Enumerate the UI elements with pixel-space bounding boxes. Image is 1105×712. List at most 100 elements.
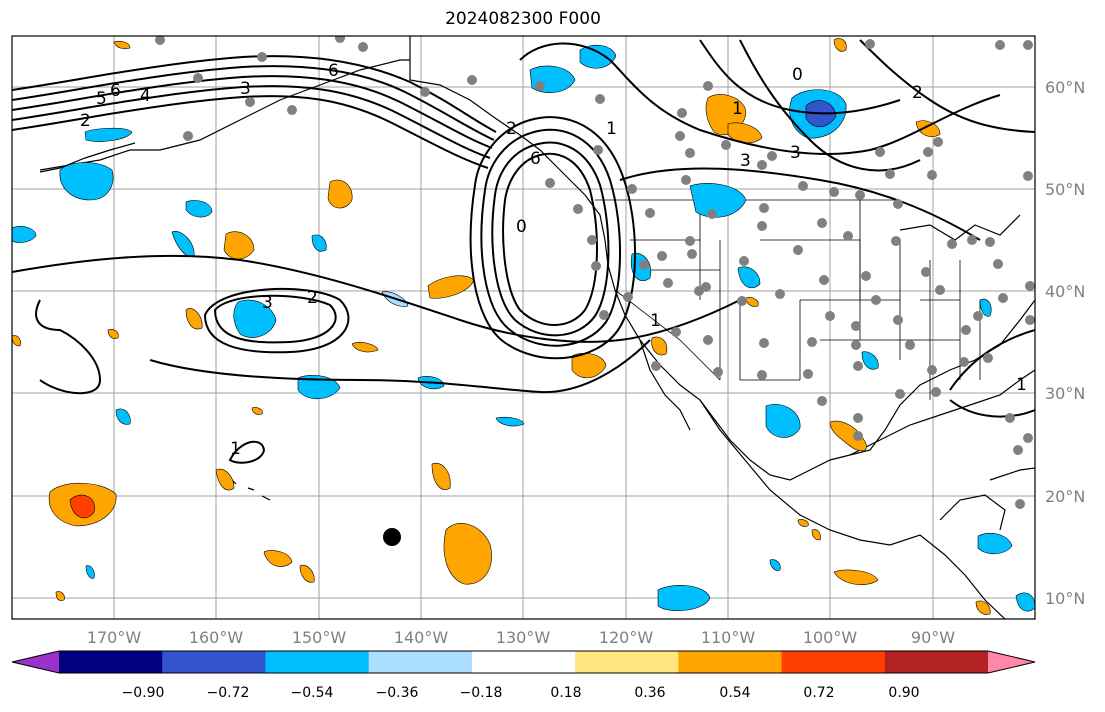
colorbar: −0.90 −0.72 −0.54 −0.36 −0.18 0.18 0.36 … bbox=[11, 650, 1036, 701]
contour-label: 5 bbox=[96, 89, 107, 109]
station-dots bbox=[155, 36, 1035, 509]
anomaly-region bbox=[223, 231, 255, 260]
anomaly-region bbox=[84, 127, 133, 142]
map-title: 2024082300 F000 bbox=[445, 9, 601, 29]
colorbar-swatch bbox=[265, 651, 370, 673]
shaded-anomalies bbox=[12, 38, 1035, 615]
anomaly-region bbox=[651, 336, 668, 356]
colorbar-tick-label: −0.18 bbox=[460, 685, 503, 701]
latitude-label: 60°N bbox=[1045, 78, 1085, 97]
anomaly-region bbox=[351, 342, 379, 353]
longitude-label: 130°W bbox=[496, 628, 551, 647]
colorbar-tick-label: 0.54 bbox=[719, 685, 750, 701]
anomaly-region bbox=[689, 183, 747, 218]
anomaly-region bbox=[657, 585, 711, 611]
anomaly-region bbox=[579, 44, 617, 69]
anomaly-region bbox=[311, 234, 327, 252]
anomaly-region bbox=[829, 420, 867, 452]
latitude-label: 20°N bbox=[1045, 487, 1085, 506]
latitude-axis: 60°N 50°N 40°N 30°N 20°N 10°N bbox=[1045, 78, 1085, 608]
anomaly-region bbox=[811, 529, 821, 541]
contour-label: 3 bbox=[790, 143, 801, 163]
longitude-label: 150°W bbox=[292, 628, 347, 647]
anomaly-region bbox=[115, 408, 131, 425]
colorbar-swatch bbox=[368, 651, 473, 673]
anomaly-region bbox=[431, 462, 451, 490]
anomaly-region bbox=[977, 533, 1013, 555]
colorbar-tick-label: −0.36 bbox=[376, 685, 419, 701]
anomaly-region bbox=[113, 40, 131, 50]
storm-center-marker bbox=[383, 528, 401, 546]
longitude-label: 110°W bbox=[701, 628, 756, 647]
contour-label: 3 bbox=[740, 151, 751, 171]
colorbar-tick-label: −0.90 bbox=[122, 685, 165, 701]
political-borders bbox=[595, 199, 981, 400]
anomaly-region bbox=[765, 404, 801, 438]
anomaly-region bbox=[251, 407, 263, 415]
anomaly-region bbox=[975, 600, 991, 615]
contour-label: 3 bbox=[262, 293, 273, 313]
latitude-label: 40°N bbox=[1045, 282, 1085, 301]
anomaly-region bbox=[443, 523, 492, 585]
anomaly-region bbox=[861, 351, 879, 370]
anomaly-region bbox=[745, 297, 759, 307]
contour-labels: 6 5 4 3 2 6 3 2 1 0 0 1 2 3 6 1 3 2 1 1 bbox=[80, 61, 1027, 459]
colorbar-tick-label: 0.18 bbox=[550, 685, 581, 701]
latitude-label: 50°N bbox=[1045, 180, 1085, 199]
map-frame bbox=[11, 35, 1036, 620]
anomaly-region bbox=[833, 569, 879, 585]
longitude-label: 170°W bbox=[87, 628, 142, 647]
anomaly-region bbox=[55, 591, 65, 601]
contour-label: 6 bbox=[530, 149, 541, 169]
anomaly-region bbox=[85, 565, 95, 579]
contour-label: 2 bbox=[80, 111, 91, 131]
contour-label: 3 bbox=[240, 79, 251, 99]
anomaly-region bbox=[59, 162, 114, 201]
colorbar-tick-label: −0.72 bbox=[207, 685, 250, 701]
contour-lines bbox=[12, 39, 1035, 464]
colorbar-swatch bbox=[12, 651, 59, 673]
contour-label: 2 bbox=[912, 83, 923, 103]
colorbar-swatch bbox=[575, 651, 679, 673]
contour-label: 1 bbox=[606, 119, 617, 139]
longitude-label: 140°W bbox=[394, 628, 449, 647]
colorbar-swatches bbox=[11, 650, 1036, 674]
contour-label: 0 bbox=[792, 65, 803, 85]
colorbar-swatch bbox=[471, 651, 576, 673]
contour-label: 2 bbox=[506, 119, 517, 139]
longitude-axis: 170°W 160°W 150°W 140°W 130°W 120°W 110°… bbox=[87, 628, 955, 647]
anomaly-region bbox=[297, 375, 341, 400]
longitude-label: 90°W bbox=[911, 628, 955, 647]
anomaly-region bbox=[915, 120, 941, 137]
colorbar-swatch bbox=[59, 651, 163, 673]
anomaly-region bbox=[185, 308, 203, 330]
contour-label: 1 bbox=[650, 311, 661, 331]
anomaly-region bbox=[727, 122, 763, 144]
anomaly-region bbox=[327, 179, 353, 209]
colorbar-swatch bbox=[678, 651, 783, 673]
coastlines bbox=[39, 36, 1035, 619]
colorbar-tick-label: −0.54 bbox=[291, 685, 334, 701]
graticule bbox=[12, 36, 1035, 619]
anomaly-region bbox=[69, 494, 95, 519]
anomaly-region bbox=[797, 519, 809, 527]
anomaly-region bbox=[495, 416, 525, 427]
colorbar-swatch bbox=[781, 651, 886, 673]
anomaly-region bbox=[979, 298, 992, 317]
contour-label: 0 bbox=[516, 217, 527, 237]
colorbar-tick-label: 0.90 bbox=[888, 685, 919, 701]
contour-label: 1 bbox=[230, 439, 241, 459]
longitude-label: 120°W bbox=[599, 628, 654, 647]
contour-label: 6 bbox=[328, 61, 339, 81]
contour-label: 1 bbox=[732, 99, 743, 119]
anomaly-region bbox=[299, 564, 315, 583]
colorbar-outline bbox=[11, 650, 1036, 674]
contour-label: 2 bbox=[307, 288, 318, 308]
colorbar-swatch bbox=[162, 651, 266, 673]
anomaly-region bbox=[185, 200, 213, 218]
anomaly-region bbox=[737, 266, 761, 289]
colorbar-ticks: −0.90 −0.72 −0.54 −0.36 −0.18 0.18 0.36 … bbox=[122, 685, 920, 701]
contour-label: 1 bbox=[1016, 375, 1027, 395]
anomaly-region bbox=[263, 550, 293, 567]
